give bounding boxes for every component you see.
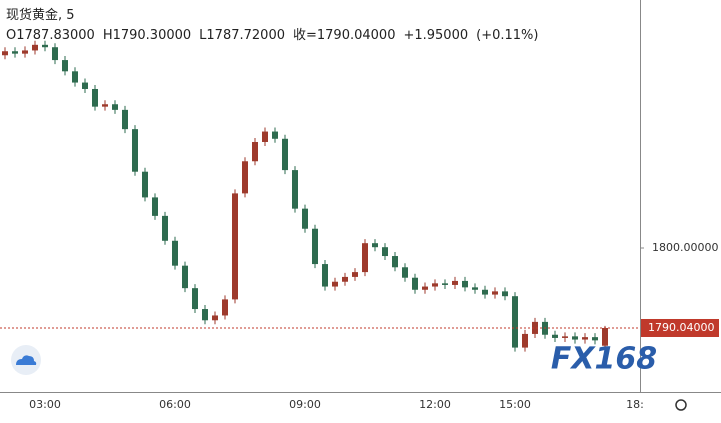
x-tick-label: 09:00 <box>289 398 321 411</box>
candle-body <box>182 265 188 289</box>
candle-body <box>82 82 88 89</box>
candle-body <box>112 104 118 110</box>
candle-body <box>252 141 258 162</box>
candle-body <box>392 256 398 268</box>
x-tick-label: 12:00 <box>419 398 451 411</box>
candle-body <box>162 215 168 241</box>
candle-body <box>52 47 58 61</box>
candle-body <box>262 131 268 142</box>
candle-body <box>152 197 158 216</box>
x-tick-label: 06:00 <box>159 398 191 411</box>
candle-body <box>32 44 38 51</box>
candle-body <box>472 287 478 290</box>
symbol-title: 现货黄金, 5 <box>6 8 75 23</box>
candle-body <box>382 247 388 257</box>
candle-body <box>22 50 28 54</box>
candle-body <box>322 264 328 287</box>
high-label: H1790.30000 <box>102 28 192 43</box>
candle-body <box>72 71 78 83</box>
price-label: 1790.04000 <box>648 321 714 334</box>
candle-body <box>122 109 128 130</box>
candle-body <box>452 280 458 285</box>
x-tick-label: 03:00 <box>29 398 61 411</box>
candle-body <box>132 129 138 172</box>
candle-body <box>412 277 418 290</box>
candle-body <box>222 299 228 316</box>
price-label-box <box>641 318 719 337</box>
settings-icon[interactable] <box>675 399 687 411</box>
candle-body <box>292 170 298 209</box>
candle-body <box>92 88 98 107</box>
x-tick-label: 15:00 <box>499 398 531 411</box>
candle-body <box>102 104 108 107</box>
candle-body <box>232 193 238 300</box>
candle-body <box>332 281 338 287</box>
candle-body <box>582 337 588 340</box>
candle-body <box>442 283 448 285</box>
candle-body <box>502 291 508 297</box>
candle-body <box>422 286 428 290</box>
candle-body <box>172 240 178 266</box>
change-pct-label: (+0.11%) <box>476 28 539 43</box>
candle-body <box>492 291 498 295</box>
candle-body <box>2 51 8 56</box>
candle-body <box>312 228 318 265</box>
candle-body <box>62 60 68 72</box>
candle-body <box>572 336 578 340</box>
open-label: O1787.83000 <box>6 28 95 43</box>
candle-body <box>272 131 278 139</box>
candle-body <box>202 309 208 321</box>
candle-body <box>462 280 468 288</box>
candle-body <box>512 296 518 348</box>
x-tick-label: 18: <box>626 398 644 411</box>
candle-body <box>342 276 348 282</box>
candle-body <box>432 283 438 287</box>
candle-body <box>562 336 568 338</box>
candle-body <box>12 51 18 54</box>
change-label: +1.95000 <box>403 28 469 43</box>
close-label: 收=1790.04000 <box>293 28 396 43</box>
candle-body <box>212 315 218 321</box>
candle-body <box>362 243 368 273</box>
candle-body <box>372 243 378 248</box>
candle-body <box>402 267 408 278</box>
candle-body <box>592 337 598 341</box>
candle-body <box>302 208 308 229</box>
low-label: L1787.72000 <box>199 28 285 43</box>
cloud-icon[interactable] <box>11 345 41 375</box>
watermark: FX168 <box>551 342 657 377</box>
candle-body <box>552 334 558 338</box>
candle-body <box>242 161 248 194</box>
candle-body <box>602 327 608 346</box>
candle-body <box>142 171 148 198</box>
header: 现货黄金, 5 O1787.83000 H1790.30000 L1787.7200… <box>6 6 546 46</box>
candle-body <box>532 321 538 334</box>
candle-body <box>42 44 48 48</box>
candle-body <box>352 272 358 277</box>
candle-body <box>192 288 198 310</box>
candle-body <box>282 138 288 171</box>
candle-body <box>522 333 528 348</box>
y-tick-label: 1800.00000 <box>652 241 718 254</box>
candle-body <box>482 289 488 295</box>
